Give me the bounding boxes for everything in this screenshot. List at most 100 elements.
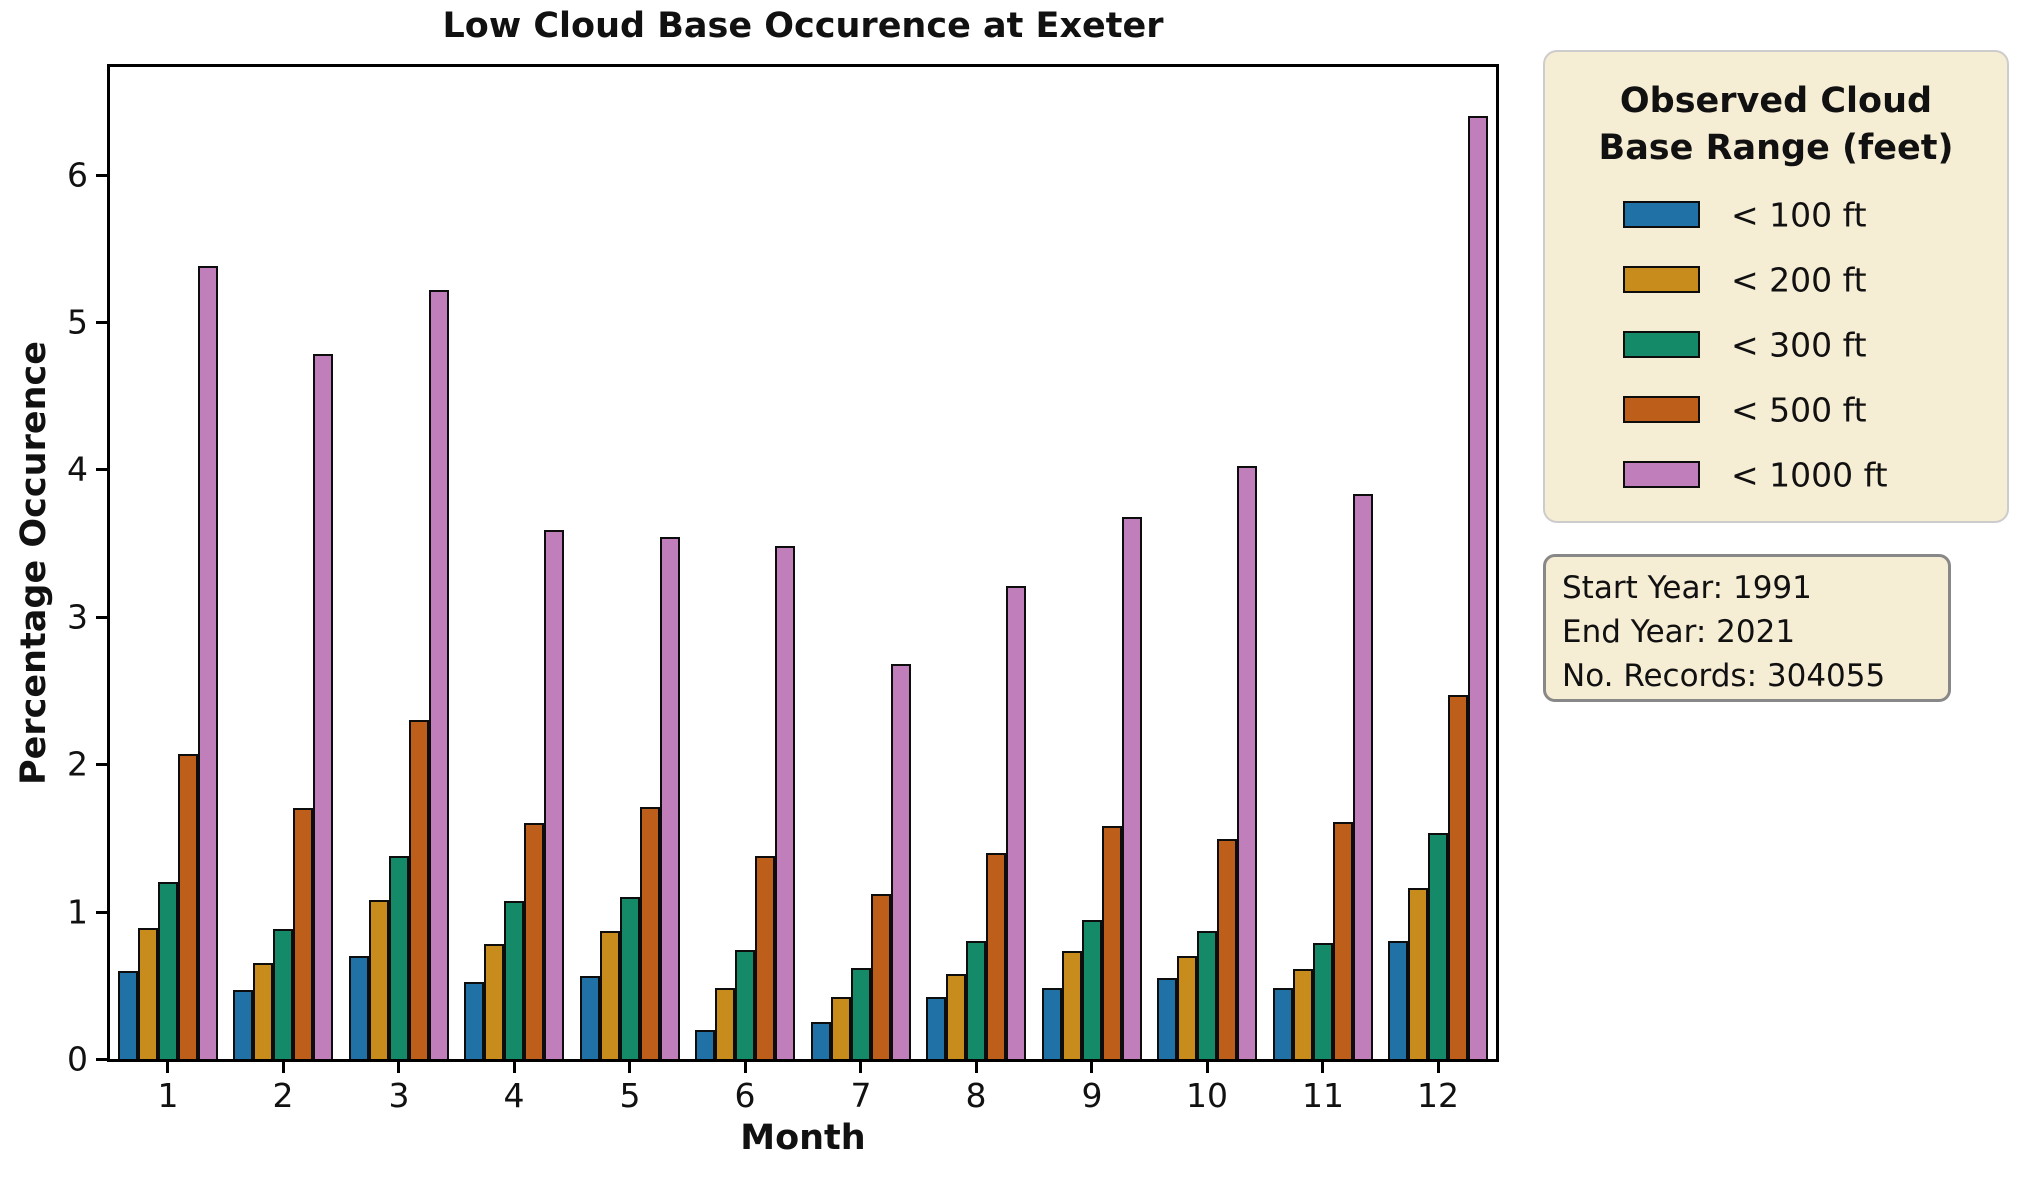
x-tick-1 <box>166 1062 169 1073</box>
bar-month-8-1000ft <box>1006 586 1026 1059</box>
bar-month-5-1000ft <box>660 537 680 1059</box>
x-tick-10 <box>1206 1062 1209 1073</box>
x-tick-label-10: 10 <box>1186 1076 1228 1115</box>
chart-title: Low Cloud Base Occurence at Exeter <box>442 6 1164 46</box>
x-tick-2 <box>282 1062 285 1073</box>
x-tick-9 <box>1090 1062 1093 1073</box>
x-tick-label-4: 4 <box>503 1076 525 1115</box>
bar-month-8-100ft <box>926 997 946 1059</box>
bar-month-11-300ft <box>1313 943 1333 1059</box>
bar-month-9-200ft <box>1062 951 1082 1059</box>
y-axis-label: Percentage Occurence <box>14 341 54 785</box>
x-tick-label-12: 12 <box>1417 1076 1459 1115</box>
bar-month-6-300ft <box>735 950 755 1059</box>
bar-month-8-500ft <box>986 853 1006 1059</box>
info-line-2: End Year: 2021 <box>1562 614 1796 650</box>
y-tick-label-3: 3 <box>67 597 88 637</box>
legend-label-300ft: < 300 ft <box>1731 325 1867 365</box>
bar-month-12-200ft <box>1408 888 1428 1059</box>
y-tick-0 <box>96 1057 107 1061</box>
x-tick-label-5: 5 <box>619 1076 641 1115</box>
legend-swatch-300ft-icon <box>1623 331 1700 358</box>
bar-month-9-100ft <box>1042 988 1062 1059</box>
bar-month-6-1000ft <box>775 546 795 1059</box>
bar-month-2-300ft <box>273 929 293 1059</box>
bar-month-1-100ft <box>118 971 138 1059</box>
bar-month-10-500ft <box>1217 839 1237 1059</box>
bar-month-3-1000ft <box>429 290 449 1059</box>
x-tick-label-3: 3 <box>388 1076 410 1115</box>
info-line-1: Start Year: 1991 <box>1562 570 1812 606</box>
bar-month-9-300ft <box>1082 920 1102 1059</box>
info-box: Start Year: 1991 End Year: 2021 No. Record… <box>1543 554 1951 702</box>
bar-month-9-500ft <box>1102 826 1122 1059</box>
bar-month-7-200ft <box>831 997 851 1059</box>
bar-month-3-100ft <box>349 956 369 1059</box>
y-tick-label-5: 5 <box>67 302 88 342</box>
legend-label-100ft: < 100 ft <box>1731 195 1867 235</box>
bar-month-4-500ft <box>524 823 544 1059</box>
bar-month-6-100ft <box>695 1030 715 1059</box>
x-tick-label-1: 1 <box>157 1076 179 1115</box>
bar-month-10-300ft <box>1197 931 1217 1059</box>
bar-month-11-500ft <box>1333 822 1353 1059</box>
bar-month-5-300ft <box>620 897 640 1059</box>
y-tick-6 <box>96 173 107 177</box>
info-line-3: No. Records: 304055 <box>1562 658 1886 694</box>
bar-month-1-200ft <box>138 928 158 1059</box>
plot-area <box>107 64 1499 1062</box>
bar-month-1-500ft <box>178 754 198 1059</box>
bar-month-7-100ft <box>811 1022 831 1059</box>
x-tick-6 <box>744 1062 747 1073</box>
bar-month-12-300ft <box>1428 833 1448 1059</box>
bar-month-1-1000ft <box>198 266 218 1059</box>
y-tick-label-1: 1 <box>67 892 88 932</box>
y-tick-4 <box>96 467 107 471</box>
y-tick-2 <box>96 762 107 766</box>
x-tick-11 <box>1321 1062 1324 1073</box>
bar-month-10-200ft <box>1177 956 1197 1059</box>
y-tick-3 <box>96 615 107 619</box>
legend-swatch-500ft-icon <box>1623 396 1700 423</box>
bar-month-8-200ft <box>946 974 966 1059</box>
bar-month-2-500ft <box>293 808 313 1059</box>
bar-month-6-500ft <box>755 856 775 1059</box>
legend: Observed Cloud Base Range (feet) < 100 f… <box>1543 50 2009 523</box>
bar-month-11-100ft <box>1273 988 1293 1059</box>
legend-title-line1: Observed Cloud <box>1619 81 1933 121</box>
bar-month-7-500ft <box>871 894 891 1059</box>
bar-month-1-300ft <box>158 882 178 1059</box>
bar-month-2-1000ft <box>313 354 333 1059</box>
x-tick-4 <box>513 1062 516 1073</box>
y-tick-1 <box>96 910 107 914</box>
bar-month-4-1000ft <box>544 530 564 1059</box>
x-tick-label-6: 6 <box>734 1076 756 1115</box>
y-tick-label-6: 6 <box>67 155 88 195</box>
bar-month-12-1000ft <box>1468 116 1488 1059</box>
bar-month-7-300ft <box>851 968 871 1059</box>
legend-swatch-100ft-icon <box>1623 201 1700 228</box>
legend-label-500ft: < 500 ft <box>1731 390 1867 430</box>
y-tick-label-4: 4 <box>67 449 88 489</box>
legend-swatch-200ft-icon <box>1623 266 1700 293</box>
x-axis-label: Month <box>740 1118 866 1158</box>
bar-month-4-200ft <box>484 944 504 1059</box>
x-tick-label-11: 11 <box>1302 1076 1344 1115</box>
x-tick-label-7: 7 <box>850 1076 872 1115</box>
bar-month-8-300ft <box>966 941 986 1059</box>
y-tick-label-2: 2 <box>67 744 88 784</box>
bar-month-6-200ft <box>715 988 735 1059</box>
bar-month-3-300ft <box>389 856 409 1059</box>
legend-swatch-1000ft-icon <box>1623 461 1700 488</box>
x-tick-8 <box>975 1062 978 1073</box>
x-tick-7 <box>859 1062 862 1073</box>
bar-month-5-200ft <box>600 931 620 1059</box>
y-tick-5 <box>96 320 107 324</box>
bar-month-5-100ft <box>580 976 600 1059</box>
x-tick-label-8: 8 <box>965 1076 987 1115</box>
legend-title-line2: Base Range (feet) <box>1598 128 1954 168</box>
y-tick-label-0: 0 <box>67 1039 88 1079</box>
bar-month-11-200ft <box>1293 969 1313 1059</box>
bar-month-9-1000ft <box>1122 517 1142 1059</box>
